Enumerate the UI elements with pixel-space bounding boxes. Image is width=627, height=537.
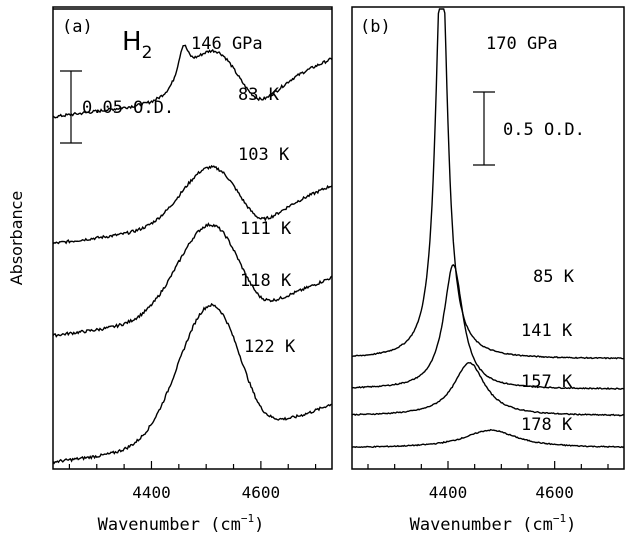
panel-b-frame <box>351 6 625 470</box>
x-axis-label-a: Wavenumber (cm−1) <box>98 512 265 535</box>
series-line-178k <box>351 428 625 449</box>
species-symbol: H <box>122 27 142 57</box>
series-label: 178 K <box>521 415 573 435</box>
panel-a-label: (a) <box>62 17 93 37</box>
x-tick-label: 4600 <box>242 483 281 502</box>
series-line-122k <box>52 302 333 465</box>
series-label: 85 K <box>533 267 575 287</box>
panel-a-pressure: 146 GPa <box>191 34 263 54</box>
series-line-118k <box>52 222 333 338</box>
series-label: 157 K <box>521 372 573 392</box>
species-label: H2 <box>122 27 152 63</box>
series-line-157k <box>351 361 625 417</box>
x-tick-label: 4400 <box>132 483 171 502</box>
series-line-111k <box>52 164 333 245</box>
series-label: 111 K <box>240 219 292 239</box>
series-line-103k <box>52 44 333 119</box>
x-ticks-a <box>68 461 317 469</box>
series-line-141k <box>351 264 625 390</box>
panel-a: (a) H2 146 GPa 0.05 O.D. <box>60 17 263 144</box>
panel-b-pressure: 170 GPa <box>486 34 558 54</box>
series-label: 103 K <box>238 145 290 165</box>
series-label: 122 K <box>244 337 296 357</box>
x-tick-label: 4600 <box>535 483 574 502</box>
species-subscript: 2 <box>142 43 153 63</box>
series-label: 118 K <box>240 271 292 291</box>
panel-b-label: (b) <box>360 17 391 37</box>
scale-bar-b-label: 0.5 O.D. <box>503 120 585 140</box>
y-axis-label: Absorbance <box>7 191 26 286</box>
series-line-85k <box>351 8 625 360</box>
x-ticks-b <box>367 461 609 469</box>
series-label: 141 K <box>521 321 573 341</box>
panel-a-frame <box>52 6 333 470</box>
x-axis-label-b: Wavenumber (cm−1) <box>410 512 577 535</box>
panel-b: (b) 170 GPa 0.5 O.D. <box>360 17 585 166</box>
x-tick-label: 4400 <box>429 483 468 502</box>
